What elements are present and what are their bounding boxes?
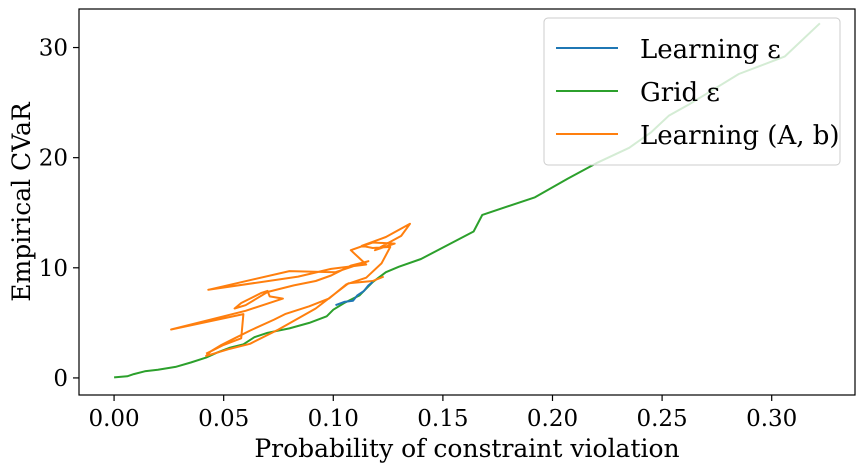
y-axis-label: Empirical CVaR — [7, 101, 36, 302]
x-tick-label: 0.20 — [527, 406, 578, 432]
x-axis-label: Probability of constraint violation — [254, 434, 679, 463]
x-tick-label: 0.15 — [417, 406, 468, 432]
series-line-0 — [335, 281, 374, 307]
x-tick-label: 0.00 — [88, 406, 139, 432]
x-tick-label: 0.25 — [636, 406, 687, 432]
legend-label-learning-ab: Learning (A, b) — [640, 121, 840, 151]
y-tick-label: 20 — [39, 146, 68, 172]
y-tick-label: 30 — [39, 36, 68, 62]
x-tick-label: 0.05 — [198, 406, 249, 432]
plot-frame — [78, 8, 856, 396]
y-axis: 0 10 20 30 — [39, 36, 79, 392]
y-tick-label: 0 — [53, 366, 68, 392]
x-axis: 0.00 0.05 0.10 0.15 0.20 0.25 0.30 — [88, 395, 797, 432]
y-tick-label: 10 — [39, 256, 68, 282]
legend: Learning ε Grid ε Learning (A, b) — [543, 17, 841, 166]
series-line-2 — [170, 222, 411, 357]
legend-label-grid-epsilon: Grid ε — [640, 78, 720, 108]
legend-box — [543, 17, 841, 166]
legend-label-learning-epsilon: Learning ε — [640, 35, 781, 65]
x-tick-label: 0.10 — [308, 406, 359, 432]
x-tick-label: 0.30 — [746, 406, 797, 432]
